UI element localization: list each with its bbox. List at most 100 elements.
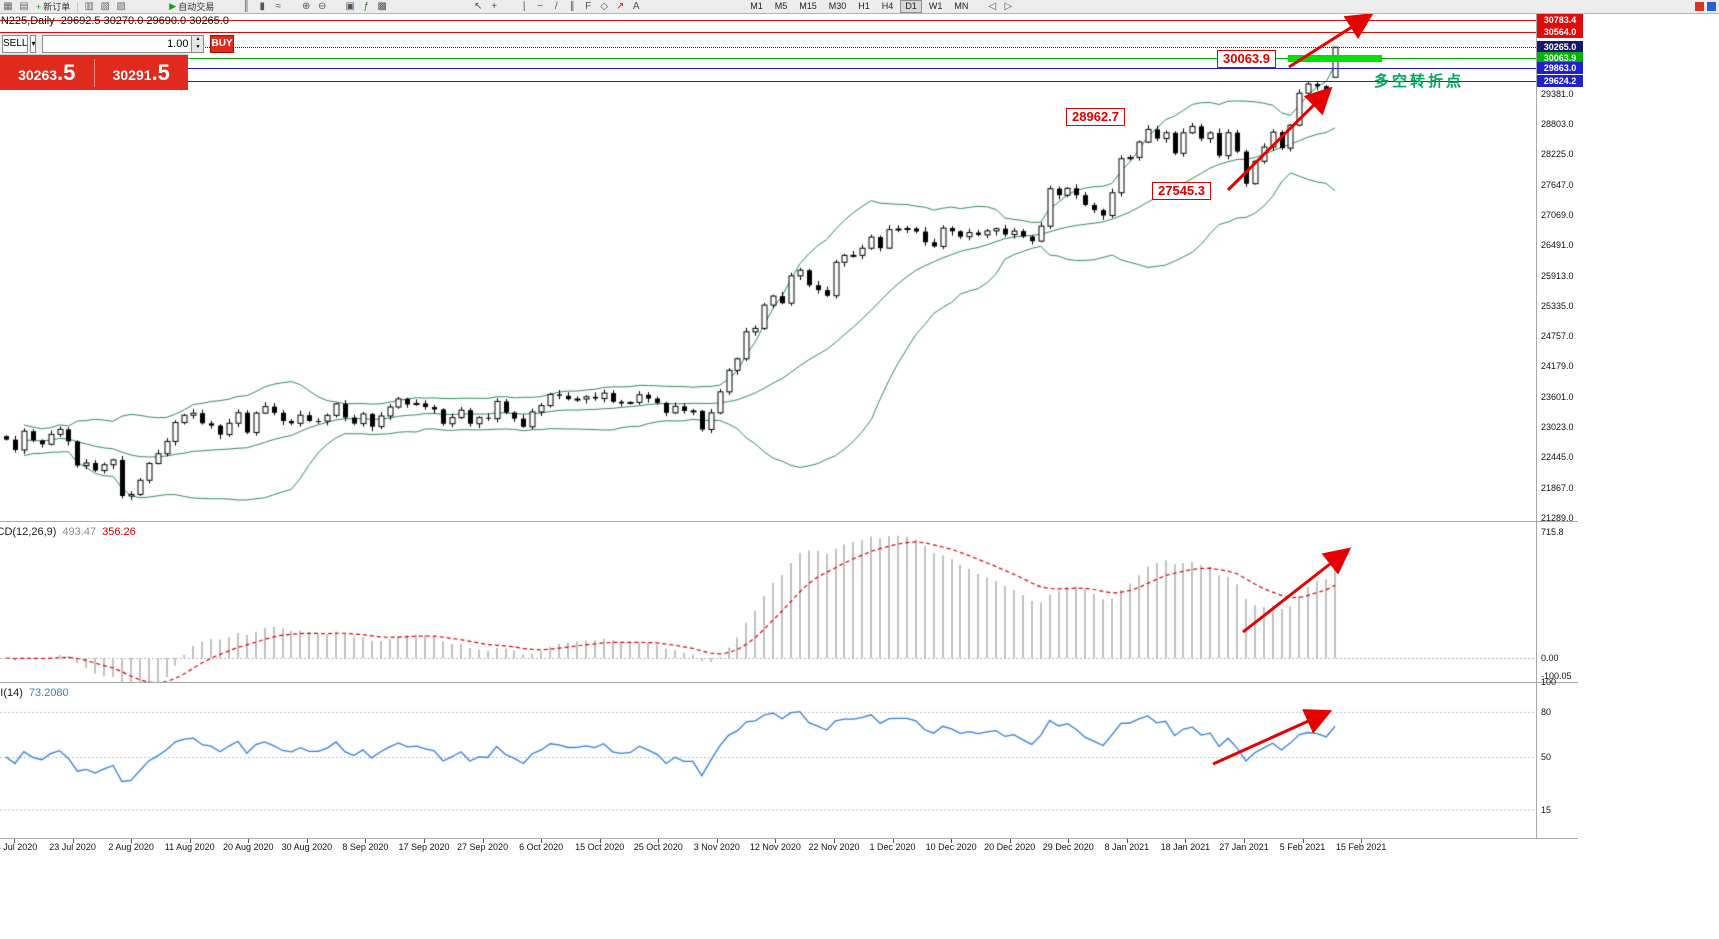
date-label: 27 Sep 2020 <box>457 842 509 852</box>
line-chart-icon[interactable]: ≈ <box>275 0 281 12</box>
timeframe-d1[interactable]: D1 <box>900 0 922 13</box>
lot-size-input[interactable] <box>43 35 192 52</box>
macd-axis-label: 715.8 <box>1541 526 1564 537</box>
macd-signal-value: 356.26 <box>102 526 136 538</box>
trendline-icon[interactable]: / <box>554 0 558 12</box>
date-tick <box>307 839 308 843</box>
pivot-level-line[interactable] <box>0 58 1536 59</box>
candlestick-chart-icon[interactable]: ▮ <box>259 0 265 12</box>
price-axis-flag: 30783.4 <box>1537 14 1583 26</box>
chart-close-icon[interactable] <box>1707 2 1716 11</box>
tile-windows-icon[interactable]: ▣ <box>345 0 355 12</box>
toolbar-separator <box>77 1 79 12</box>
price-flag-support: 27545.3 <box>1152 182 1211 200</box>
chevron-down-icon: ▾ <box>31 39 36 48</box>
zoom-in-icon[interactable]: ⊕ <box>302 0 311 12</box>
main-price-chart[interactable] <box>0 14 1536 521</box>
rsi-indicator-chart[interactable] <box>0 683 1536 838</box>
date-label: 23 Jul 2020 <box>49 842 96 852</box>
rsi-axis-label: 80 <box>1541 707 1552 717</box>
shapes-icon[interactable]: ◇ <box>600 0 609 12</box>
rsi-label: RSI(14) 73.2080 <box>0 687 69 699</box>
time-axis-line <box>0 838 1578 839</box>
timeframe-m30[interactable]: M30 <box>828 1 847 11</box>
order-type-dropdown[interactable]: ▾ <box>30 34 37 53</box>
fibonacci-icon[interactable]: F <box>585 0 592 12</box>
date-tick <box>1361 839 1362 843</box>
sell-price[interactable]: 30263.5 <box>0 60 94 86</box>
support-level-line[interactable] <box>0 68 1536 69</box>
price-axis-flag: 29863.0 <box>1537 62 1583 74</box>
cursor-icon[interactable]: ↖ <box>474 0 483 12</box>
turning-point-note: 多空转折点 <box>1374 73 1465 90</box>
date-tick <box>1185 839 1186 843</box>
resistance-level-line[interactable] <box>0 20 1536 21</box>
chart-window-icon[interactable]: ▤ <box>19 0 29 12</box>
resistance-level-line[interactable] <box>0 32 1536 33</box>
horizontal-line-icon[interactable]: − <box>537 0 544 12</box>
date-label: 18 Jan 2021 <box>1160 842 1211 852</box>
date-tick <box>1303 839 1304 843</box>
timeframe-m15[interactable]: M15 <box>799 1 817 11</box>
vertical-line-icon[interactable]: | <box>522 0 526 12</box>
buy-price[interactable]: 30291.5 <box>95 60 189 86</box>
bar-chart-icon[interactable]: ║ <box>242 0 250 12</box>
date-tick <box>658 839 659 843</box>
macd-main-value: 493.47 <box>62 526 97 538</box>
window-controls <box>1695 2 1716 11</box>
templates-icon[interactable]: ▩ <box>377 0 387 12</box>
date-label: 12 Nov 2020 <box>749 842 801 852</box>
macd-indicator-chart[interactable] <box>0 522 1536 682</box>
zoom-out-icon[interactable]: ⊖ <box>318 0 327 12</box>
price-flag-resistance: 30063.9 <box>1217 50 1276 68</box>
sell-price-pip: .5 <box>57 59 76 85</box>
timeframe-h1[interactable]: H1 <box>858 1 870 11</box>
price-axis-label: 28225.0 <box>1541 149 1574 160</box>
price-axis-label: 24179.0 <box>1541 361 1574 372</box>
date-label: 8 Jan 2021 <box>1104 842 1150 852</box>
buy-button[interactable]: BUY <box>210 34 234 53</box>
data-window-icon[interactable]: ▧ <box>100 0 110 12</box>
date-label: 20 Aug 2020 <box>222 842 274 852</box>
channel-icon[interactable]: ∥ <box>569 0 575 12</box>
price-axis-flag: 30063.9 <box>1537 52 1583 64</box>
support-level-line[interactable] <box>0 81 1536 82</box>
sell-button[interactable]: SELL <box>2 34 29 53</box>
auto-trading-play-icon: ▶ <box>169 1 177 11</box>
rsi-axis-label: 15 <box>1541 804 1552 815</box>
auto-trading-button[interactable]: ▶ 自动交易 <box>165 1 218 13</box>
text-label-icon[interactable]: A <box>632 0 640 12</box>
indicators-icon[interactable]: ƒ <box>363 0 369 12</box>
price-flag-mid: 28962.7 <box>1066 108 1125 126</box>
crosshair-icon[interactable]: + <box>491 0 498 12</box>
price-axis-label: 23023.0 <box>1541 422 1574 433</box>
lot-increase-button[interactable]: ▲ <box>192 35 204 44</box>
terminal-icon[interactable]: ▦ <box>3 0 13 12</box>
date-tick <box>483 839 484 843</box>
date-tick <box>190 839 191 843</box>
order-controls-row: SELL ▾ ▲ ▼ BUY <box>0 33 234 55</box>
macd-label: MACD(12,26,9) 493.47 356.26 <box>0 526 136 538</box>
timeframe-w1[interactable]: W1 <box>928 1 943 11</box>
navigator-icon[interactable]: ▨ <box>116 0 126 12</box>
new-order-button[interactable]: + 新订单 <box>32 1 74 13</box>
timeframe-mn[interactable]: MN <box>954 1 969 11</box>
macd-axis-label: -100.05 <box>1541 670 1572 681</box>
timeframe-m5[interactable]: M5 <box>774 1 788 11</box>
market-watch-icon[interactable]: ▥ <box>84 0 94 12</box>
date-label: 6 Oct 2020 <box>519 842 564 852</box>
timeframe-h4[interactable]: H4 <box>881 1 894 11</box>
step-back-icon[interactable]: ◁ <box>988 0 997 12</box>
lot-decrease-button[interactable]: ▼ <box>192 43 204 52</box>
date-label: 15 Oct 2020 <box>575 842 625 852</box>
date-tick <box>541 839 542 843</box>
step-forward-icon[interactable]: ▷ <box>1004 0 1013 12</box>
date-label: 10 Dec 2020 <box>925 842 977 852</box>
timeframe-toolbar: M1 M5 M15 M30 H1 H4 D1 W1 MN <box>744 0 974 13</box>
price-axis-label: 29381.0 <box>1541 88 1574 99</box>
timeframe-m1[interactable]: M1 <box>750 1 763 11</box>
arrow-object-icon[interactable]: ↗ <box>616 0 625 12</box>
date-tick <box>834 839 835 843</box>
chart-restore-icon[interactable] <box>1695 2 1704 11</box>
panel-separator <box>0 682 1578 683</box>
